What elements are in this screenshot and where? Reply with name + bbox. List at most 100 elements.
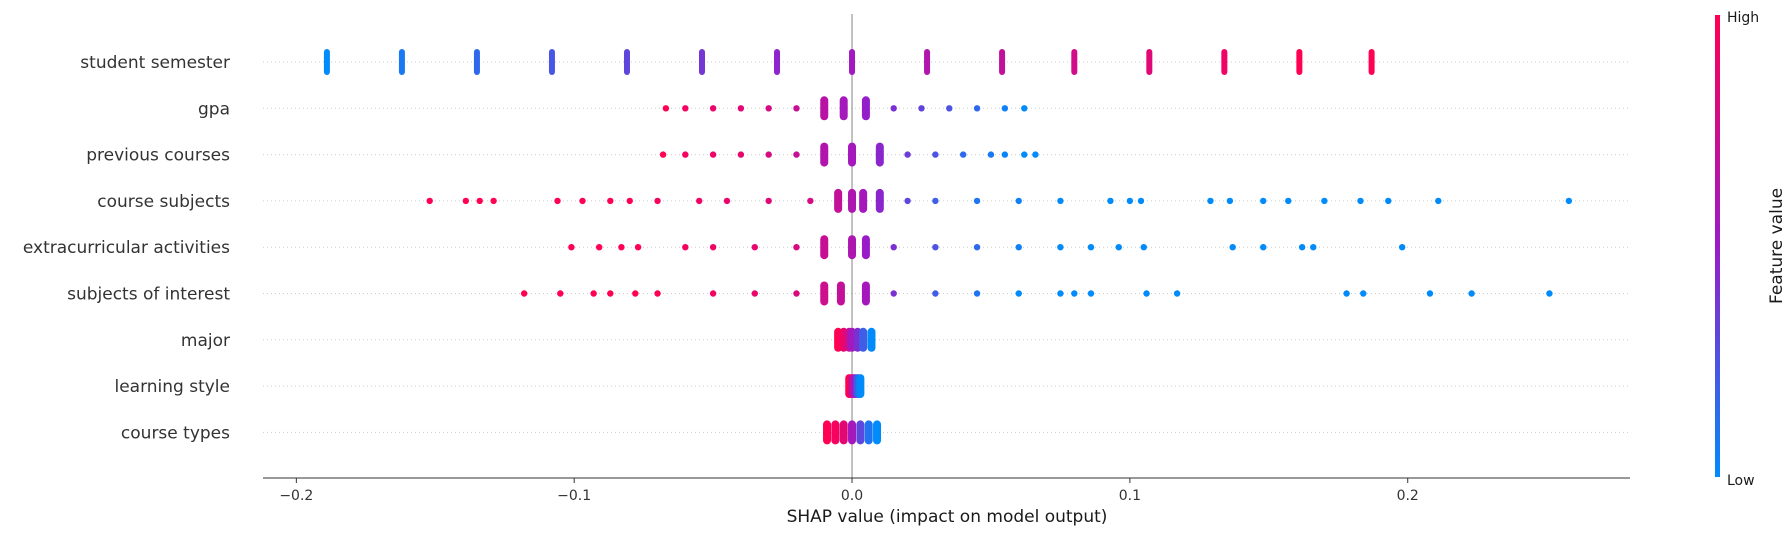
shap-point: [709, 151, 717, 158]
shap-point: [861, 281, 870, 306]
shap-point: [765, 151, 772, 158]
shap-point: [924, 49, 931, 75]
feature-label: subjects of interest: [67, 285, 230, 305]
x-tick-label: −0.1: [557, 488, 591, 504]
shap-point: [1298, 244, 1306, 251]
shap-point: [654, 197, 661, 205]
shap-point: [1001, 105, 1009, 112]
x-tick-label: 0.0: [841, 488, 863, 504]
shap-point: [904, 197, 911, 205]
shap-point: [1115, 244, 1122, 251]
shap-point: [659, 151, 667, 158]
shap-point: [848, 420, 857, 445]
shap-point: [1071, 290, 1078, 297]
shap-point: [774, 49, 781, 75]
shap-point: [1207, 197, 1214, 205]
shap-point: [820, 142, 829, 167]
shap-point: [820, 235, 829, 260]
shap-point: [554, 197, 561, 205]
shap-point: [823, 420, 832, 445]
shap-point: [1143, 290, 1150, 297]
shap-point: [579, 197, 586, 205]
shap-point: [959, 151, 967, 158]
shap-point: [856, 374, 865, 399]
shap-point: [875, 142, 884, 167]
shap-point: [751, 290, 758, 297]
shap-point: [904, 151, 911, 158]
shap-point: [737, 151, 745, 158]
shap-point: [831, 420, 840, 445]
shap-point: [557, 290, 564, 297]
shap-point: [848, 142, 857, 167]
shap-point: [709, 105, 717, 112]
shap-point: [836, 281, 845, 306]
shap-point: [918, 105, 925, 112]
shap-point: [1221, 49, 1228, 75]
shap-point: [473, 49, 480, 75]
shap-point: [1071, 49, 1078, 75]
colorbar-gradient: [1715, 15, 1720, 477]
shap-point: [709, 244, 717, 251]
shap-point: [1226, 197, 1234, 205]
shap-point: [861, 235, 870, 260]
shap-point: [946, 105, 953, 112]
shap-point: [426, 197, 433, 205]
shap-point: [864, 420, 873, 445]
shap-point: [1435, 197, 1442, 205]
shap-point: [490, 197, 497, 205]
shap-point: [709, 290, 717, 297]
shap-point: [1057, 197, 1064, 205]
shap-point: [1021, 105, 1028, 112]
feature-label: extracurricular activities: [23, 238, 230, 258]
shap-point: [999, 49, 1006, 75]
shap-point: [654, 290, 661, 297]
shap-point: [987, 151, 995, 158]
shap-point: [626, 197, 633, 205]
shap-point: [1260, 197, 1267, 205]
x-axis-title: SHAP value (impact on model output): [787, 507, 1108, 527]
feature-label: gpa: [198, 99, 230, 119]
shap-point: [820, 96, 829, 121]
shap-point: [793, 105, 800, 112]
x-tick-label: 0.2: [1397, 488, 1419, 504]
shap-point: [1057, 290, 1064, 297]
shap-point: [932, 244, 939, 251]
shap-point: [1087, 290, 1095, 297]
shap-point: [973, 290, 981, 297]
shap-point: [590, 290, 597, 297]
shap-point: [765, 105, 772, 112]
colorbar-title: Feature value: [1767, 188, 1785, 304]
shap-point: [568, 244, 575, 251]
shap-point: [1173, 290, 1181, 297]
shap-point: [848, 188, 857, 213]
shap-point: [1260, 244, 1267, 251]
feature-labels: student semester gpa previous courses cours…: [23, 53, 230, 443]
shap-point: [696, 197, 703, 205]
feature-label: previous courses: [86, 146, 230, 166]
shap-point: [1296, 49, 1303, 75]
x-axis: −0.2 −0.1 0.0 0.1 0.2: [263, 477, 1630, 504]
shap-point: [856, 420, 865, 445]
data-points: [323, 49, 1573, 445]
shap-point: [1015, 244, 1022, 251]
shap-point: [861, 96, 870, 121]
shap-point: [682, 151, 689, 158]
shap-point: [1321, 197, 1328, 205]
shap-point: [973, 105, 981, 112]
shap-point: [1057, 244, 1064, 251]
shap-point: [323, 49, 330, 75]
shap-point: [820, 281, 829, 306]
shap-point: [1021, 151, 1028, 158]
shap-point: [618, 244, 625, 251]
shap-point: [607, 290, 614, 297]
x-tick-label: 0.1: [1119, 488, 1141, 504]
shap-point: [765, 197, 772, 205]
shap-point: [859, 327, 868, 352]
shap-point: [476, 197, 483, 205]
shap-point: [1015, 197, 1022, 205]
shap-point: [398, 49, 405, 75]
shap-point: [839, 96, 848, 121]
shap-point: [1285, 197, 1292, 205]
shap-point: [737, 105, 745, 112]
shap-point: [662, 105, 670, 112]
